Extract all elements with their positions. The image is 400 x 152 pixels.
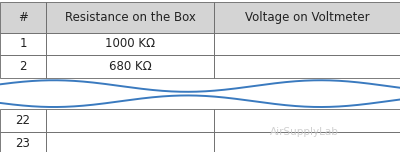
Bar xyxy=(0,33,46,55)
Bar xyxy=(46,2,214,33)
Bar xyxy=(0,109,46,132)
Bar xyxy=(46,109,214,132)
Text: Voltage on Voltmeter: Voltage on Voltmeter xyxy=(245,11,369,24)
Bar xyxy=(214,33,400,55)
Bar xyxy=(214,132,400,152)
Text: 1000 KΩ: 1000 KΩ xyxy=(105,37,155,50)
Bar xyxy=(46,55,214,78)
Bar xyxy=(214,109,400,132)
Text: AirSupplyLab: AirSupplyLab xyxy=(270,127,338,137)
Bar xyxy=(0,55,46,78)
Bar xyxy=(46,132,214,152)
Text: Resistance on the Box: Resistance on the Box xyxy=(64,11,196,24)
Text: 23: 23 xyxy=(16,136,30,150)
Text: 1: 1 xyxy=(19,37,27,50)
Bar xyxy=(0,132,46,152)
Bar xyxy=(214,2,400,33)
Bar xyxy=(0,2,46,33)
Bar xyxy=(46,33,214,55)
Bar xyxy=(214,55,400,78)
Text: 22: 22 xyxy=(16,114,30,127)
Text: #: # xyxy=(18,11,28,24)
Text: 2: 2 xyxy=(19,60,27,73)
Text: 680 KΩ: 680 KΩ xyxy=(109,60,151,73)
